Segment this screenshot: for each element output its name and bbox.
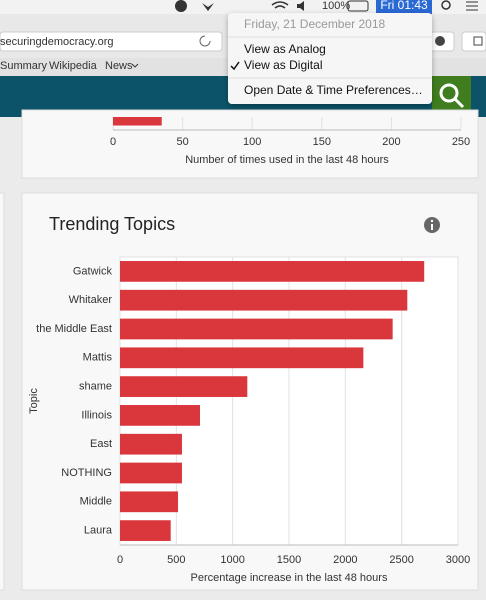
menu-date: Friday, 21 December 2018 — [244, 17, 386, 31]
y-axis-label: Topic — [28, 388, 40, 414]
y-tick-label: Mattis — [83, 352, 113, 364]
clock-menu: Friday, 21 December 2018 View as Analog … — [228, 13, 432, 104]
y-tick-label: shame — [79, 381, 112, 393]
url-field[interactable] — [0, 31, 223, 52]
bar — [113, 117, 162, 126]
reload-icon[interactable] — [199, 35, 211, 47]
battery-percent: 100% — [322, 0, 350, 12]
y-tick-label: NOTHING — [61, 467, 112, 479]
info-icon — [430, 219, 434, 223]
bar — [120, 318, 393, 340]
bar — [120, 347, 364, 369]
y-tick-label: Middle — [80, 496, 112, 508]
search-icon — [439, 83, 459, 103]
bar — [120, 462, 182, 484]
y-tick-label: Laura — [84, 525, 113, 537]
bar — [120, 405, 200, 426]
x-tick-label: 100 — [243, 136, 261, 148]
y-tick-label: East — [90, 438, 112, 450]
x-tick-label: 500 — [167, 554, 185, 566]
x-axis-label: Percentage increase in the last 48 hours — [191, 572, 388, 584]
x-tick-label: 1000 — [220, 554, 244, 566]
clock[interactable]: Fri 01:43 — [380, 0, 428, 12]
bookmark[interactable]: News — [105, 60, 133, 72]
menu-item[interactable]: View as Digital — [244, 58, 322, 72]
tabs-icon — [473, 36, 483, 46]
bookmark[interactable]: Summary — [0, 60, 48, 72]
url: securingdemocracy.org — [0, 36, 114, 48]
x-tick-label: 150 — [313, 136, 331, 148]
bar — [120, 376, 248, 397]
notification-icon[interactable] — [466, 1, 478, 11]
y-tick-label: the Middle East — [36, 323, 112, 335]
bar — [120, 520, 171, 541]
menu-item[interactable]: View as Analog — [244, 42, 326, 56]
x-tick-label: 1500 — [277, 554, 301, 566]
menu-item[interactable]: Open Date & Time Preferences… — [244, 83, 423, 97]
info-icon — [431, 224, 433, 230]
bar — [120, 433, 182, 455]
side-card — [0, 192, 5, 591]
x-tick-label: 2500 — [389, 554, 413, 566]
x-tick-label: 50 — [176, 136, 188, 148]
bookmark[interactable]: Wikipedia — [49, 60, 98, 72]
x-tick-label: 0 — [110, 136, 116, 148]
spotlight-icon[interactable] — [441, 0, 451, 10]
x-axis-label: Number of times used in the last 48 hour… — [185, 154, 389, 166]
chevron — [131, 63, 139, 68]
search-icon — [453, 97, 465, 109]
top-chart: 0 50 100 150 200 250 Number of times used in t… — [110, 117, 470, 166]
status-icon — [202, 3, 214, 11]
download-icon — [435, 36, 445, 46]
x-tick-label: 200 — [382, 136, 400, 148]
menu-panel — [228, 13, 432, 104]
bar — [120, 491, 179, 513]
main-chart: 0 500 1000 1500 2000 2500 3000 Gatwick Whitaker t… — [28, 256, 470, 584]
y-tick-label: Gatwick — [73, 265, 113, 277]
x-tick-label: 3000 — [446, 554, 470, 566]
status-icon — [175, 0, 187, 12]
y-tick-label: Illinois — [81, 409, 112, 421]
battery-icon — [347, 0, 369, 12]
x-tick-label: 250 — [452, 136, 470, 148]
clock-highlight[interactable] — [376, 0, 432, 14]
bar — [120, 289, 408, 311]
x-tick-label: 0 — [117, 554, 123, 566]
bar — [120, 261, 425, 282]
x-tick-label: 2000 — [333, 554, 357, 566]
volume-icon — [297, 1, 304, 11]
y-tick-label: Whitaker — [69, 294, 113, 306]
chart-title: Trending Topics — [49, 214, 175, 234]
card — [21, 109, 479, 179]
checkmark — [230, 61, 240, 71]
wifi-icon — [271, 1, 289, 9]
